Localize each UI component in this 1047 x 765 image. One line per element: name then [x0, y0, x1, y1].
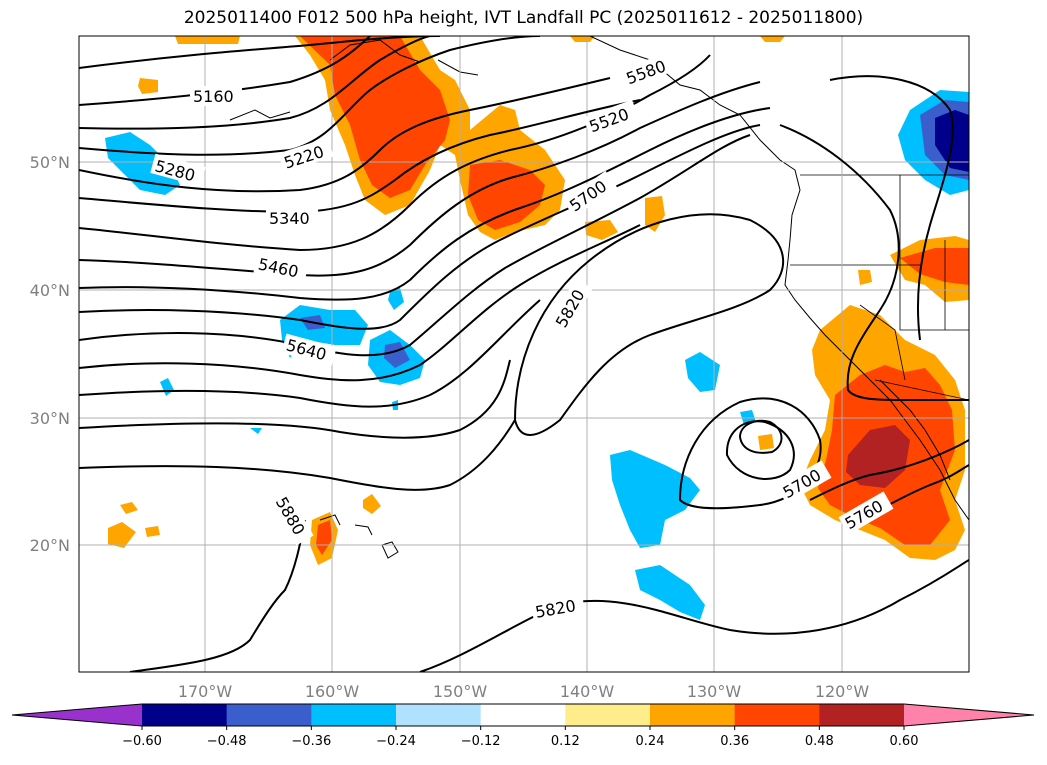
contour-label: 5340	[269, 209, 310, 228]
map-panel: 5160 5220 5280 5340 5460 5520 5580 5640 …	[79, 36, 969, 672]
colorbar-extend-low	[12, 704, 142, 726]
colorbar-tick-label: 0.24	[636, 734, 665, 749]
lon-label: 150°W	[433, 682, 488, 701]
ivt-positive-shading	[108, 36, 969, 565]
colorbar-tick-label: −0.12	[461, 734, 501, 749]
colorbar-tick-label: −0.24	[376, 734, 416, 749]
colorbar-segment	[565, 704, 651, 726]
lon-label: 170°W	[178, 682, 233, 701]
colorbar-segment	[311, 704, 397, 726]
lat-label: 20°N	[30, 536, 70, 555]
colorbar-tick-label: 0.60	[890, 734, 919, 749]
lat-label: 50°N	[30, 153, 70, 172]
colorbar-segment	[480, 704, 566, 726]
colorbar-tick-label: 0.36	[720, 734, 749, 749]
colorbar-tick-label: −0.60	[122, 734, 162, 749]
lon-label: 120°W	[815, 682, 870, 701]
longitude-labels: 170°W 160°W 150°W 140°W 130°W 120°W	[178, 682, 870, 701]
height-contours	[79, 36, 969, 672]
colorbar-segment	[396, 704, 482, 726]
lon-label: 160°W	[305, 682, 360, 701]
lat-label: 30°N	[30, 409, 70, 428]
colorbar-extend-high	[904, 704, 1034, 726]
colorbar-segment	[650, 704, 736, 726]
latitude-labels: 50°N 40°N 30°N 20°N	[30, 153, 70, 555]
lon-label: 140°W	[560, 682, 615, 701]
lat-label: 40°N	[30, 281, 70, 300]
map-frame	[78, 35, 970, 673]
colorbar-segment	[734, 704, 820, 726]
colorbar-segment	[142, 704, 228, 726]
coastlines	[229, 36, 969, 559]
colorbar-segment	[226, 704, 312, 726]
colorbar-tick-label: 0.48	[805, 734, 834, 749]
colorbar-tick-label: −0.36	[291, 734, 331, 749]
colorbar-segment	[819, 704, 905, 726]
lon-label: 130°W	[687, 682, 742, 701]
colorbar-tick-label: 0.12	[551, 734, 580, 749]
colorbar-tick-label: −0.48	[207, 734, 247, 749]
colorbar: −0.60 −0.48 −0.36 −0.24 −0.12 0.12 0.24 0.36 0.4…	[11, 703, 1035, 749]
contour-label: 5160	[193, 87, 234, 106]
map-title: 2025011400 F012 500 hPa height, IVT Land…	[183, 8, 864, 28]
